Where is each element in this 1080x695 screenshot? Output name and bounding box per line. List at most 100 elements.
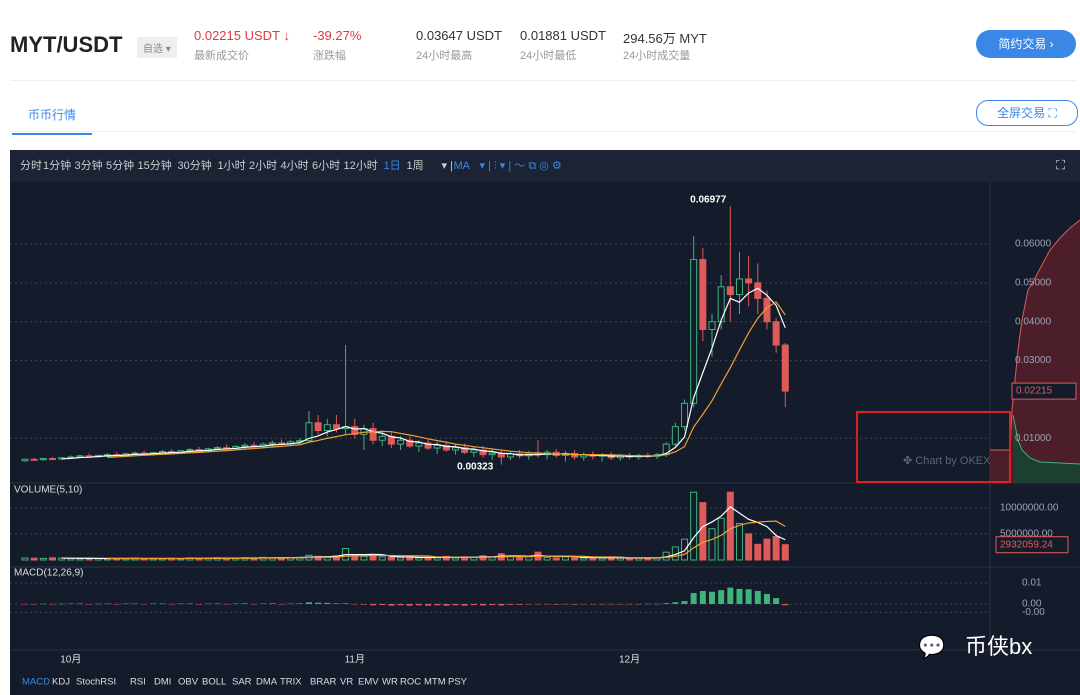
interval[interactable]: 12小时 (344, 159, 378, 172)
macd-bar (296, 603, 303, 604)
indicator[interactable]: DMI (154, 677, 171, 688)
candle-body (186, 449, 194, 452)
indicator[interactable]: OBV (178, 677, 199, 688)
indicator[interactable]: ROC (400, 677, 421, 688)
candle-body (470, 449, 478, 453)
volume-bar (626, 557, 634, 561)
high-label: 0.06977 (690, 195, 727, 206)
candle-body (671, 426, 679, 445)
macd-bar (22, 603, 28, 605)
macd-bar (663, 603, 670, 604)
watch-button[interactable]: 自选 ▾ (137, 37, 177, 58)
indicator[interactable]: MTM (424, 677, 446, 688)
macd-bar (626, 603, 633, 605)
macd-bar (150, 603, 157, 605)
indicator[interactable]: RSI (130, 677, 146, 688)
interval[interactable]: 2小时 (249, 159, 277, 172)
macd-bar (782, 603, 789, 606)
macd-bar (461, 603, 468, 606)
indicator[interactable]: SAR (232, 677, 252, 688)
candle-body (690, 259, 698, 404)
macd-bar (654, 603, 661, 605)
macd-bar (754, 590, 761, 604)
macd-bar (251, 603, 257, 605)
volume-bar (360, 555, 368, 561)
current-volume: 2932059.24 (1000, 539, 1053, 550)
indicator[interactable]: DMA (256, 677, 278, 688)
macd-bar (544, 603, 551, 605)
macd-bar (205, 603, 212, 605)
candle-body (76, 455, 84, 458)
indicator[interactable]: MACD (22, 677, 50, 688)
candle-body (323, 424, 331, 432)
indicator[interactable]: WR (382, 677, 398, 688)
interval[interactable]: 1周 (407, 159, 424, 172)
indicator[interactable]: BOLL (202, 677, 226, 688)
interval[interactable]: 1日 (384, 160, 401, 172)
macd-bar (278, 603, 285, 605)
fullscreen-button[interactable]: 全屏交易 ⛶ (976, 100, 1078, 126)
watermark: ✤ Chart by OKEX (903, 455, 991, 467)
interval[interactable]: 15分钟 (138, 158, 172, 172)
interval[interactable]: 1小时 (218, 159, 246, 172)
low-label: 0.00323 (457, 461, 494, 472)
candle-body (48, 458, 56, 461)
volume-bar (763, 538, 771, 561)
candle-body (351, 426, 359, 435)
volume-bar (708, 528, 716, 561)
macd-tick-label: 0.01 (1022, 578, 1042, 589)
interval[interactable]: 6小时 (312, 159, 340, 172)
indicator-bar (10, 670, 1080, 695)
indicator[interactable]: BRAR (310, 677, 337, 688)
indicator[interactable]: KDJ (52, 677, 70, 688)
x-tick-label: 12月 (619, 654, 640, 666)
volume-bar (580, 557, 588, 561)
macd-bar (425, 603, 432, 606)
macd-bar (186, 603, 193, 605)
indicator[interactable]: VR (340, 677, 353, 688)
macd-bar (214, 603, 221, 605)
interval[interactable]: 分时 (20, 159, 42, 172)
interval[interactable]: 30分钟 (178, 158, 212, 172)
tab-active[interactable]: 币币行情 (12, 106, 93, 135)
simple-trade-button[interactable]: 简约交易 › (976, 30, 1076, 58)
indicator[interactable]: EMV (358, 677, 379, 688)
macd-bar (241, 603, 248, 604)
volume-bar (21, 557, 29, 561)
volume-bar (369, 555, 377, 561)
interval[interactable]: 4小时 (281, 159, 309, 172)
indicator-list: MACD KDJ StochRSI RSI DMI OBV BOLL SAR DMA TRIX BR… (22, 677, 468, 688)
interval[interactable]: 3分钟 (75, 158, 103, 172)
macd-bar (315, 602, 322, 604)
divider (10, 131, 1076, 132)
macd-bar (223, 603, 230, 605)
volume-bar (397, 557, 405, 561)
macd-bar (745, 589, 752, 604)
macd-bar (360, 603, 367, 605)
volume-bar (699, 502, 707, 561)
macd-bar (342, 603, 349, 604)
macd-bar (67, 603, 74, 605)
indicator-select[interactable]: MA (454, 160, 471, 172)
macd-bar (709, 591, 715, 604)
macd-tick-label: -0.00 (1022, 607, 1045, 618)
macd-bar (617, 603, 624, 605)
indicator[interactable]: TRIX (280, 677, 302, 688)
y-tick-label: 0.03000 (1015, 355, 1052, 366)
macd-bar (672, 602, 679, 604)
macd-bar (470, 603, 477, 606)
price: 0.02215 USDT ↓ (194, 28, 290, 43)
ma5-line (61, 287, 786, 460)
volume-bar (754, 543, 762, 561)
macd-bar (159, 603, 166, 605)
indicator[interactable]: StochRSI (76, 677, 116, 688)
indicator[interactable]: PSY (448, 677, 468, 688)
macd-bar (608, 603, 615, 605)
interval[interactable]: 1分钟 (43, 158, 71, 172)
volume-bar (598, 557, 606, 561)
low: 0.01881 USDT (520, 28, 606, 43)
interval[interactable]: 5分钟 (106, 158, 134, 172)
expand-icon[interactable]: ⛶ (1055, 157, 1066, 172)
volume-bar (690, 491, 698, 561)
macd-bar (534, 603, 541, 605)
